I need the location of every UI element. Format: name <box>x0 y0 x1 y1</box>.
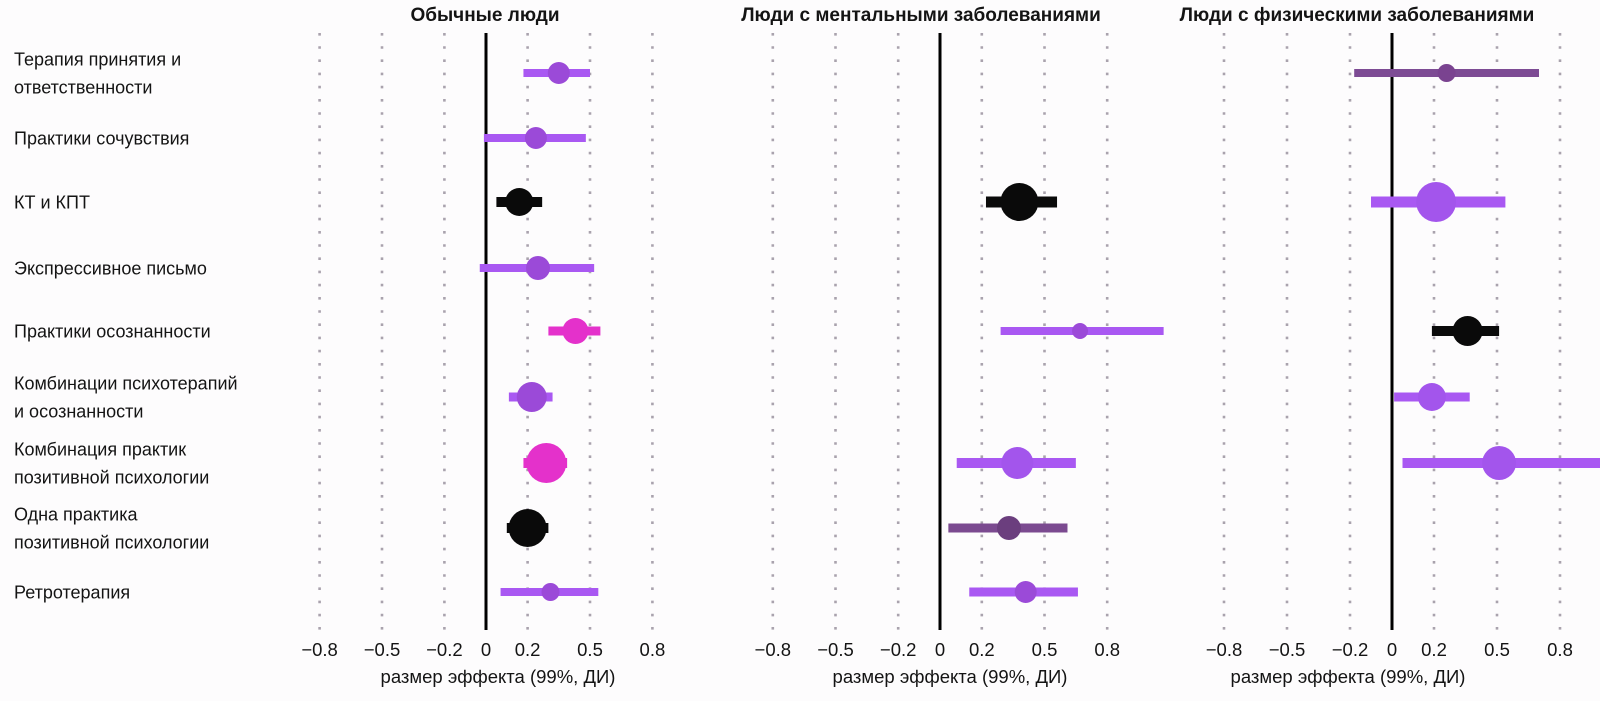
x-tick-label: 0.5 <box>577 639 603 660</box>
x-tick-label: 0 <box>481 639 491 660</box>
x-tick-label: −0.2 <box>880 639 917 660</box>
data-point <box>1452 316 1483 346</box>
x-tick-label: −0.5 <box>817 639 854 660</box>
data-point <box>1014 581 1037 603</box>
category-label: Экспрессивное письмо <box>14 259 207 279</box>
x-tick-label: 0.8 <box>1547 639 1573 660</box>
data-point <box>562 318 589 344</box>
data-point <box>1072 323 1089 339</box>
panel-title: Обычные люди <box>410 5 559 26</box>
data-point <box>1001 447 1034 479</box>
data-point <box>1417 383 1446 411</box>
data-point <box>1000 183 1039 221</box>
x-tick-label: 0 <box>1387 639 1397 660</box>
x-tick-label: −0.8 <box>755 639 792 660</box>
category-label: Комбинации психотерапий и осознанности <box>14 374 238 422</box>
data-point <box>1437 64 1456 82</box>
x-tick-label: −0.8 <box>1206 639 1243 660</box>
data-point <box>516 382 547 412</box>
panel-points <box>948 183 1164 603</box>
data-point <box>505 188 534 216</box>
x-tick-label: −0.8 <box>301 639 338 660</box>
x-tick-label: −0.2 <box>1332 639 1369 660</box>
data-point <box>526 443 567 483</box>
category-label: Практики осознанности <box>14 322 211 342</box>
data-point <box>996 516 1021 540</box>
x-tick-label: 0.8 <box>1094 639 1120 660</box>
category-label: Ретротерапия <box>14 583 130 603</box>
x-tick-label: −0.5 <box>364 639 401 660</box>
x-tick-label: 0 <box>935 639 945 660</box>
data-point <box>541 583 560 601</box>
x-tick-label: 0.2 <box>515 639 541 660</box>
data-point <box>1482 446 1517 480</box>
category-label: Практики сочувствия <box>14 129 189 149</box>
x-tick-label: 0.5 <box>1032 639 1058 660</box>
x-tick-label: 0.8 <box>640 639 666 660</box>
category-label: Комбинация практик позитивной психологии <box>14 440 209 488</box>
data-point <box>524 127 547 149</box>
category-label: КТ и КПТ <box>14 193 90 213</box>
data-point <box>526 256 550 280</box>
x-axis-label: размер эффекта (99%, ДИ) <box>1231 666 1466 687</box>
x-tick-label: −0.5 <box>1269 639 1306 660</box>
panel-points <box>479 62 601 601</box>
data-point <box>508 509 547 547</box>
x-tick-label: 0.2 <box>969 639 995 660</box>
x-tick-label: 0.2 <box>1421 639 1447 660</box>
x-axis-label: размер эффекта (99%, ДИ) <box>381 666 616 687</box>
panel-points <box>1354 64 1600 480</box>
x-axis-label: размер эффекта (99%, ДИ) <box>833 666 1068 687</box>
data-point <box>547 62 570 84</box>
x-tick-label: −0.2 <box>426 639 463 660</box>
panel-title: Люди с физическими заболеваниями <box>1180 5 1535 26</box>
data-point <box>1416 182 1457 222</box>
x-tick-label: 0.5 <box>1484 639 1510 660</box>
category-label: Терапия принятия и ответственности <box>14 50 181 98</box>
category-label: Одна практика позитивной психологии <box>14 505 209 553</box>
panel-title: Люди с ментальными заболеваниями <box>741 5 1101 26</box>
